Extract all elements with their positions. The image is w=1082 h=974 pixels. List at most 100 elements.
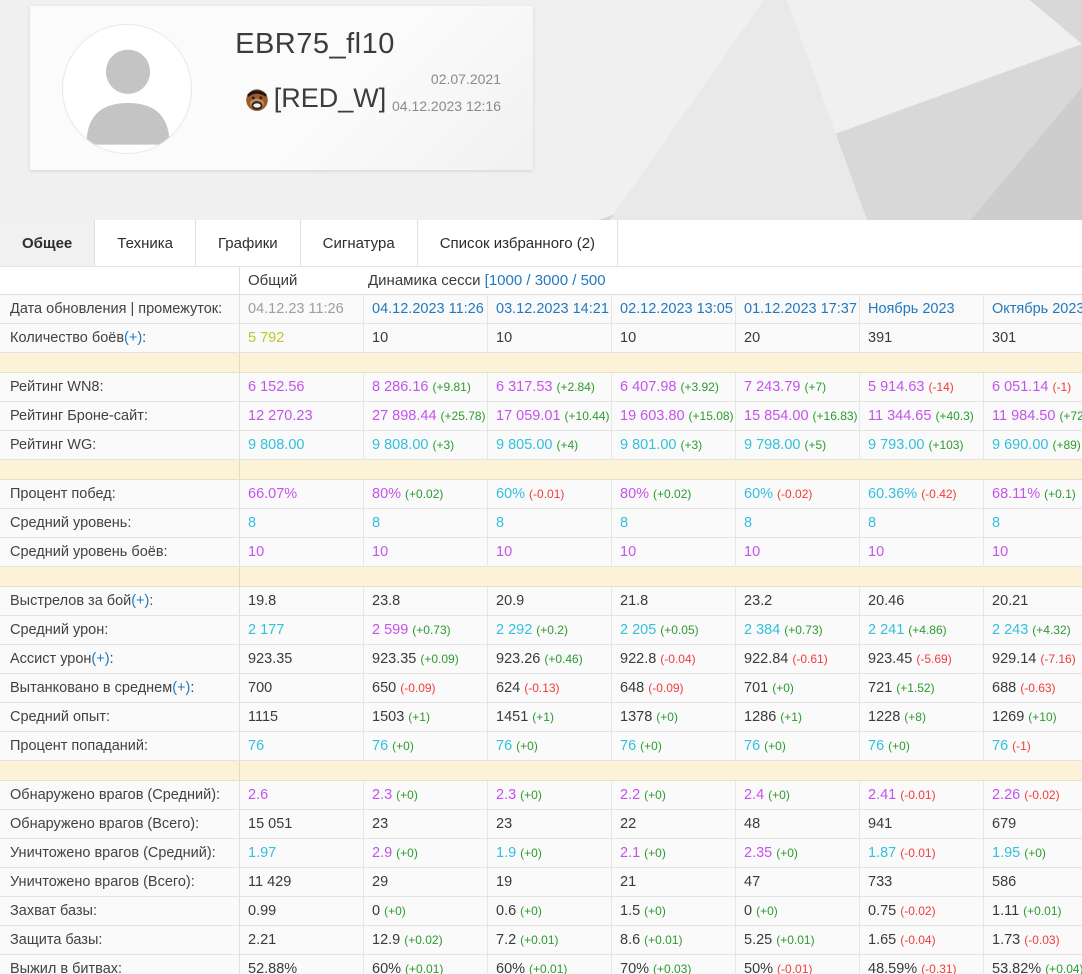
stat-cell: 1115 xyxy=(240,703,364,731)
row-label: Средний опыт: xyxy=(0,703,240,731)
stat-value: 2 599 xyxy=(372,622,409,638)
stat-cell: 70% (+0.03) xyxy=(612,955,736,974)
stat-value: 48 xyxy=(744,816,761,832)
stat-delta: (+0.01) xyxy=(529,962,568,974)
stat-value: 23 xyxy=(372,816,389,832)
stat-delta: (-1) xyxy=(1052,380,1072,394)
session-date-link[interactable]: 04.12.2023 11:26 xyxy=(372,301,484,317)
stat-cell: 60% (-0.01) xyxy=(488,480,612,508)
stat-cell: Ноябрь 2023 xyxy=(860,295,984,323)
stat-value: 7 243.79 xyxy=(744,379,801,395)
stat-cell: 02.12.2023 13:05 xyxy=(612,295,736,323)
stat-cell: 8.6 (+0.01) xyxy=(612,926,736,954)
stat-cell: 2.26 (-0.02) xyxy=(984,781,1082,809)
stat-cell: 21 xyxy=(612,868,736,896)
stat-cell: 60.36% (-0.42) xyxy=(860,480,984,508)
expand-plus-link[interactable]: (+) xyxy=(91,651,110,667)
avatar xyxy=(62,24,192,154)
stat-delta: (+0) xyxy=(756,904,778,918)
stat-cell: 20.9 xyxy=(488,587,612,615)
stat-delta: (-0.02) xyxy=(777,487,813,501)
stat-value: 700 xyxy=(248,680,273,696)
stat-value: 20.46 xyxy=(868,593,905,609)
table-row: Обнаружено врагов (Средний): 2.6 2.3 (+0) 2.… xyxy=(0,781,1082,810)
stat-delta: (+0) xyxy=(520,904,542,918)
session-dynamics-header: Динамика сесси [1000 / 3000 / 500 xyxy=(368,272,606,289)
stat-cell: 1.65 (-0.04) xyxy=(860,926,984,954)
stat-value: 2.3 xyxy=(372,787,393,803)
session-date-link[interactable]: 02.12.2023 13:05 xyxy=(620,301,733,317)
stat-value: 2 292 xyxy=(496,622,533,638)
stat-delta: (+7) xyxy=(804,380,827,394)
table-row: Выжил в битвах: 52.88% 60% (+0.01) 60% (+0.01… xyxy=(0,955,1082,974)
stat-delta: (+1) xyxy=(532,710,554,724)
stat-cell: 2 177 xyxy=(240,616,364,644)
stat-cell: 5 914.63 (-14) xyxy=(860,373,984,401)
stat-value: 60% xyxy=(744,486,774,502)
registration-date: 02.07.2021 xyxy=(430,71,501,87)
stat-cell: 0.99 xyxy=(240,897,364,925)
clan-tag[interactable]: [RED_W] xyxy=(273,83,387,113)
tab-favorites[interactable]: Список избранного (2) xyxy=(418,220,619,266)
stat-value: 15 051 xyxy=(248,816,293,832)
stat-delta: (+0.1) xyxy=(1044,487,1076,501)
tab-general[interactable]: Общее xyxy=(0,220,96,266)
stat-value: 52.88% xyxy=(248,961,298,974)
stat-cell: 10 xyxy=(240,538,364,566)
stat-cell: 1451 (+1) xyxy=(488,703,612,731)
tab-bar: Общее Техника Графики Сигнатура Список избра… xyxy=(0,220,1082,267)
stat-delta: (-0.04) xyxy=(900,933,936,947)
stat-value: 648 xyxy=(620,680,645,696)
stat-value: 9 808.00 xyxy=(248,437,305,453)
stat-value: 922.8 xyxy=(620,651,657,667)
tab-charts[interactable]: Графики xyxy=(196,220,301,266)
stat-cell: 1.5 (+0) xyxy=(612,897,736,925)
section-spacer-row xyxy=(0,567,1082,587)
stat-delta: (+0) xyxy=(888,739,910,753)
stat-value: 1.95 xyxy=(992,845,1021,861)
stat-cell: 2.3 (+0) xyxy=(364,781,488,809)
expand-plus-link[interactable]: (+) xyxy=(124,330,143,346)
stat-value: 650 xyxy=(372,680,397,696)
stat-cell: 721 (+1.52) xyxy=(860,674,984,702)
stat-value: 80% xyxy=(372,486,402,502)
stat-cell: 76 (+0) xyxy=(612,732,736,760)
stat-value: 47 xyxy=(744,874,761,890)
session-date-link[interactable]: 01.12.2023 17:37 xyxy=(744,301,857,317)
session-date-link[interactable]: Октябрь 2023 xyxy=(992,301,1082,317)
stat-value: 586 xyxy=(992,874,1017,890)
stat-delta: (+0) xyxy=(520,846,542,860)
stat-value: 1115 xyxy=(248,709,279,725)
stat-value: 2.41 xyxy=(868,787,897,803)
table-row: Средний опыт: 1115 1503 (+1) 1451 (+1) 1378 (+0… xyxy=(0,703,1082,732)
stat-value: 923.35 xyxy=(372,651,417,667)
stat-value: 76 xyxy=(868,738,885,754)
stat-value: 10 xyxy=(372,544,389,560)
stat-value: 8.6 xyxy=(620,932,641,948)
stat-cell: 8 xyxy=(488,509,612,537)
stat-cell: 1.73 (-0.03) xyxy=(984,926,1082,954)
stat-delta: (+0) xyxy=(1024,846,1046,860)
stat-value: 10 xyxy=(992,544,1009,560)
stat-value: 6 317.53 xyxy=(496,379,553,395)
stat-delta: (+0) xyxy=(768,788,790,802)
header-banner: EBR75_fl10 [RED_W] 02.07.2021 04.12.2023… xyxy=(0,0,1082,220)
session-date-link[interactable]: Ноябрь 2023 xyxy=(868,301,955,317)
session-date-link[interactable]: 03.12.2023 14:21 xyxy=(496,301,609,317)
row-label: Рейтинг WG: xyxy=(0,431,240,459)
stat-delta: (+0) xyxy=(776,846,798,860)
expand-plus-link[interactable]: (+) xyxy=(172,680,191,696)
stat-value: 60% xyxy=(496,961,526,974)
stat-delta: (-0.61) xyxy=(792,652,828,666)
session-range-link[interactable]: [1000 / 3000 / 500 xyxy=(484,272,606,289)
tab-vehicles[interactable]: Техника xyxy=(95,220,197,266)
stat-cell: 2 292 (+0.2) xyxy=(488,616,612,644)
stat-value: 8 xyxy=(620,515,629,531)
stat-value: 8 286.16 xyxy=(372,379,429,395)
stat-value: 1286 xyxy=(744,709,777,725)
expand-plus-link[interactable]: (+) xyxy=(131,593,150,609)
stat-value: 20 xyxy=(744,330,761,346)
tab-signature[interactable]: Сигнатура xyxy=(301,220,418,266)
stat-value: 1.73 xyxy=(992,932,1021,948)
stat-value: 60% xyxy=(496,486,526,502)
